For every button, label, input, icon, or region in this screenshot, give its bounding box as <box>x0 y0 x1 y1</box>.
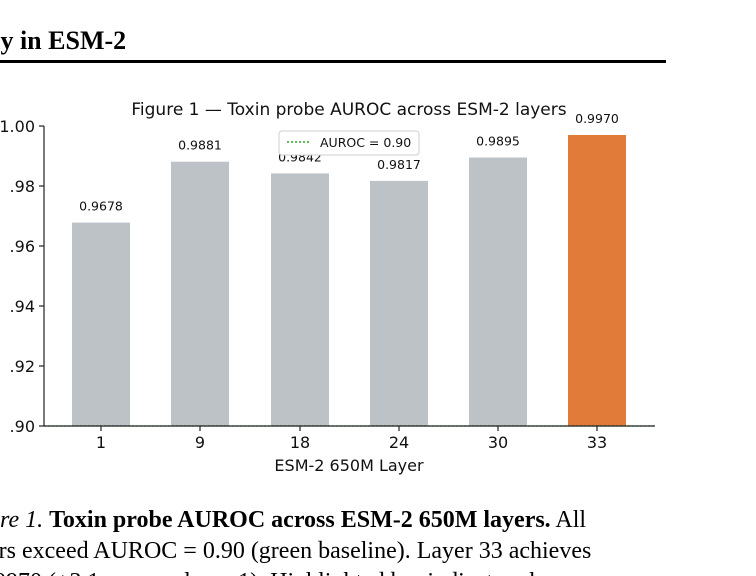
caption-label: ure 1. <box>0 507 44 533</box>
x-tick-label: 30 <box>488 433 508 452</box>
bars-layer <box>72 135 626 426</box>
section-heading-text: hy in ESM-2 <box>0 26 127 55</box>
value-label-layer-1: 0.9678 <box>79 199 123 214</box>
caption-line-3: .9970 (+3.1 pp over layer 1). Highlighte… <box>0 567 585 576</box>
value-label-layer-30: 0.9895 <box>476 134 520 149</box>
x-tick-label: 9 <box>195 433 205 452</box>
x-tick-label: 18 <box>290 433 310 452</box>
y-tick-label: .92 <box>10 357 35 376</box>
value-label-layer-24: 0.9817 <box>377 157 421 172</box>
heading-rule <box>0 60 666 63</box>
x-ticks-layer: 1 9 18 24 30 33 <box>96 426 607 452</box>
chart-title: Figure 1 — Toxin probe AUROC across ESM-… <box>131 100 566 120</box>
y-tick-label: 1.00 <box>0 117 35 136</box>
value-label-layer-9: 0.9881 <box>178 138 222 153</box>
bar-layer-1 <box>72 222 130 426</box>
caption-line-1: ure 1. Toxin probe AUROC across ESM-2 65… <box>0 505 586 536</box>
value-label-layer-33: 0.9970 <box>575 111 619 126</box>
bar-layer-9 <box>171 161 229 426</box>
x-axis-label: ESM-2 650M Layer <box>274 456 424 475</box>
bar-layer-24 <box>370 180 428 426</box>
legend: AUROC = 0.90 <box>278 130 420 156</box>
y-tick-label: .94 <box>10 297 35 316</box>
legend-label: AUROC = 0.90 <box>320 135 411 150</box>
x-tick-label: 33 <box>587 433 607 452</box>
caption-line-1-rest: All <box>555 507 587 533</box>
auroc-bar-chart: Figure 1 — Toxin probe AUROC across ESM-… <box>0 100 655 475</box>
y-tick-label: .98 <box>10 177 35 196</box>
x-tick-label: 24 <box>389 433 409 452</box>
caption-line-2: ers exceed AUROC = 0.90 (green baseline)… <box>0 538 592 564</box>
y-tick-label: .96 <box>10 237 35 256</box>
y-ticks-layer: .90 .92 .94 .96 .98 1.00 <box>0 117 44 436</box>
bar-layer-33 <box>568 135 626 426</box>
figure-caption: ure 1. Toxin probe AUROC across ESM-2 65… <box>0 503 756 576</box>
x-tick-label: 1 <box>96 433 106 452</box>
caption-title: Toxin probe AUROC across ESM-2 650M laye… <box>49 507 551 533</box>
bar-layer-18 <box>271 173 329 426</box>
bar-layer-30 <box>469 157 527 426</box>
y-tick-label: .90 <box>10 417 35 436</box>
legend-box <box>278 130 420 156</box>
